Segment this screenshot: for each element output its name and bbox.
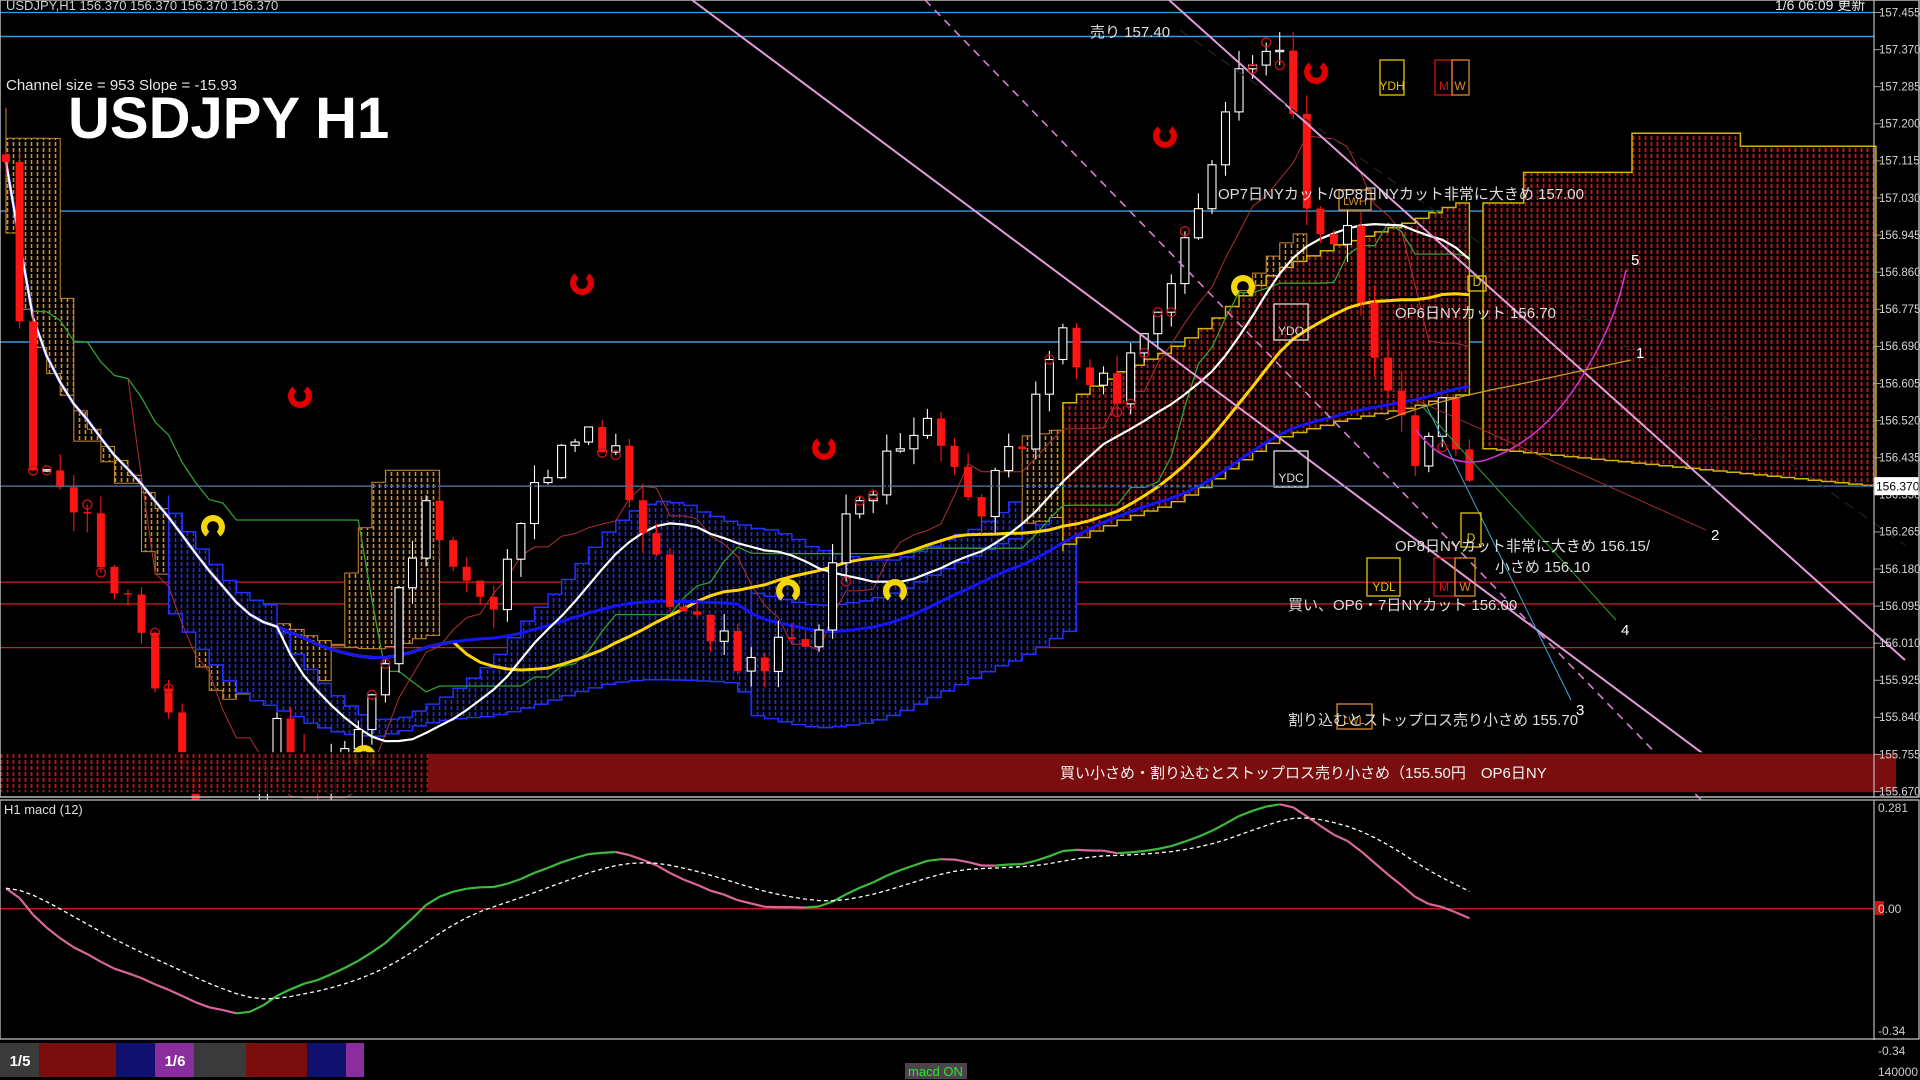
svg-text:-0.34: -0.34 (1878, 1024, 1906, 1038)
svg-text:USDJPY H1: USDJPY H1 (68, 86, 389, 151)
svg-text:OP8日NYカット非常に大きめ 156.15/: OP8日NYカット非常に大きめ 156.15/ (1395, 538, 1651, 555)
svg-text:OP7日NYカット/OP8日NYカット非常に大きめ 157.: OP7日NYカット/OP8日NYカット非常に大きめ 157.00 (1218, 186, 1584, 203)
svg-text:155.925: 155.925 (1879, 675, 1920, 687)
svg-text:157.115: 157.115 (1879, 156, 1920, 168)
svg-text:140000: 140000 (1878, 1065, 1918, 1079)
svg-text:割り込むとストップロス売り小さめ 155.70: 割り込むとストップロス売り小さめ 155.70 (1288, 712, 1578, 729)
svg-text:2: 2 (1711, 527, 1719, 544)
svg-text:YDC: YDC (1278, 471, 1304, 485)
svg-text:W: W (1454, 79, 1466, 93)
svg-text:157.030: 157.030 (1879, 193, 1920, 205)
svg-text:1: 1 (1636, 345, 1644, 362)
svg-text:macd ON: macd ON (908, 1064, 963, 1079)
svg-text:YDO: YDO (1278, 324, 1304, 338)
svg-text:-0.34: -0.34 (1878, 1044, 1906, 1058)
svg-text:1/6: 1/6 (165, 1053, 186, 1070)
svg-text:156.265: 156.265 (1879, 527, 1920, 539)
svg-text:売り 157.40: 売り 157.40 (1090, 24, 1170, 41)
svg-text:156.095: 156.095 (1879, 601, 1920, 613)
svg-text:156.010: 156.010 (1879, 638, 1920, 650)
svg-text:156.775: 156.775 (1879, 304, 1920, 316)
svg-text:156.370: 156.370 (1876, 480, 1920, 494)
svg-text:156.520: 156.520 (1879, 415, 1920, 427)
svg-text:1/5: 1/5 (10, 1053, 31, 1070)
svg-text:YDL: YDL (1372, 580, 1396, 594)
svg-text:156.435: 156.435 (1879, 453, 1920, 465)
svg-text:買い、OP6・7日NYカット 156.00: 買い、OP6・7日NYカット 156.00 (1288, 597, 1517, 614)
svg-text:USDJPY,H1 156.370 156.370 156: USDJPY,H1 156.370 156.370 156.370 156.37… (6, 0, 278, 13)
svg-text:157.285: 157.285 (1879, 82, 1920, 94)
svg-text:0.281: 0.281 (1878, 801, 1908, 815)
svg-text:157.370: 157.370 (1879, 44, 1920, 56)
svg-text:W: W (1459, 580, 1471, 594)
svg-text:H1 macd (12): H1 macd (12) (4, 802, 83, 817)
svg-text:157.200: 157.200 (1879, 119, 1920, 131)
svg-text:OP6日NYカット 156.70: OP6日NYカット 156.70 (1395, 305, 1556, 322)
svg-text:1/6 06:09 更新: 1/6 06:09 更新 (1775, 0, 1865, 13)
svg-text:156.690: 156.690 (1879, 341, 1920, 353)
svg-text:M: M (1439, 79, 1449, 93)
svg-text:5: 5 (1631, 252, 1639, 269)
svg-text:155.755: 155.755 (1879, 749, 1920, 761)
svg-text:小さめ 156.10: 小さめ 156.10 (1495, 559, 1590, 576)
svg-text:156.860: 156.860 (1879, 267, 1920, 279)
svg-text:0.00: 0.00 (1878, 902, 1902, 916)
svg-text:157.455: 157.455 (1879, 7, 1920, 19)
svg-text:156.605: 156.605 (1879, 378, 1920, 390)
svg-text:155.840: 155.840 (1879, 712, 1920, 724)
svg-text:156.945: 156.945 (1879, 230, 1920, 242)
svg-text:D: D (1473, 275, 1482, 289)
svg-text:YDH: YDH (1379, 79, 1404, 93)
svg-text:156.180: 156.180 (1879, 564, 1920, 576)
svg-text:M: M (1439, 580, 1449, 594)
svg-text:4: 4 (1621, 622, 1629, 639)
svg-text:買い小さめ・割り込むとストップロス売り小さめ（155.50円: 買い小さめ・割り込むとストップロス売り小さめ（155.50円 OP6日NY (1060, 765, 1547, 782)
